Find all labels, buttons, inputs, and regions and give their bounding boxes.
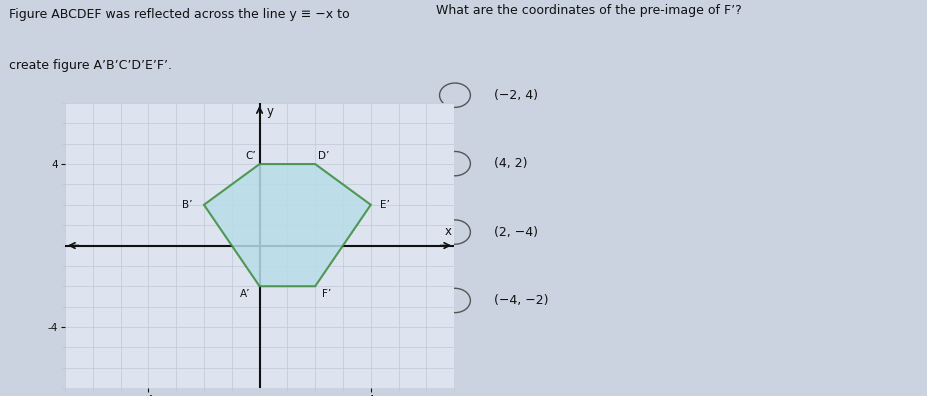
Text: y: y	[267, 105, 273, 118]
Text: B’: B’	[182, 200, 193, 210]
Text: What are the coordinates of the pre-image of F’?: What are the coordinates of the pre-imag…	[436, 4, 742, 17]
Text: D’: D’	[318, 151, 329, 161]
Text: (−2, 4): (−2, 4)	[493, 89, 538, 102]
Text: A’: A’	[240, 289, 251, 299]
Text: Figure ABCDEF was reflected across the line y ≡ −x to: Figure ABCDEF was reflected across the l…	[9, 8, 349, 21]
Text: create figure A’B’C’D’E’F’.: create figure A’B’C’D’E’F’.	[9, 59, 172, 72]
Text: F’: F’	[322, 289, 331, 299]
Text: E’: E’	[380, 200, 389, 210]
Text: (4, 2): (4, 2)	[493, 157, 527, 170]
Text: x: x	[444, 225, 451, 238]
Text: (2, −4): (2, −4)	[493, 226, 538, 238]
Polygon shape	[204, 164, 371, 286]
Text: (−4, −2): (−4, −2)	[493, 294, 548, 307]
Text: C’: C’	[246, 151, 257, 161]
